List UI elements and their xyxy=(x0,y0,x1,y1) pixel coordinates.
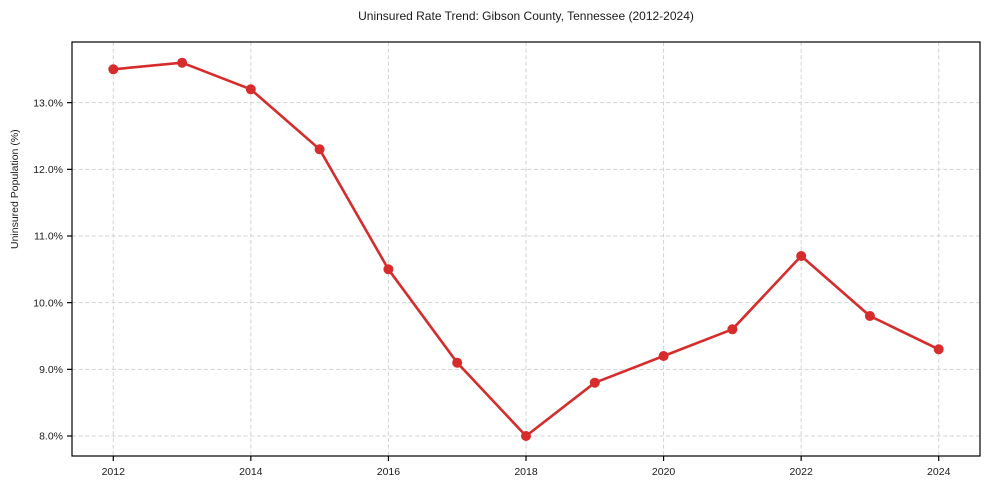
y-tick-label: 11.0% xyxy=(34,231,63,243)
data-point-2017 xyxy=(452,357,463,368)
y-tick-label: 13.0% xyxy=(33,97,63,109)
x-tick-label: 2024 xyxy=(927,466,951,478)
x-tick-label: 2022 xyxy=(789,466,813,478)
data-point-2016 xyxy=(383,264,394,275)
data-point-2022 xyxy=(796,251,807,261)
data-point-2013 xyxy=(177,57,188,68)
data-point-2018 xyxy=(521,431,531,441)
x-tick-label: 2018 xyxy=(514,466,538,478)
data-point-2020 xyxy=(658,351,669,361)
data-point-2015 xyxy=(314,144,325,155)
data-point-2021 xyxy=(727,324,738,335)
chart-title: Uninsured Rate Trend: Gibson County, Ten… xyxy=(358,9,694,23)
y-tick-label: 12.0% xyxy=(33,164,63,176)
data-point-2012 xyxy=(108,64,119,75)
x-tick-label: 2016 xyxy=(377,466,401,478)
y-tick-label: 9.0% xyxy=(39,364,63,376)
data-point-2014 xyxy=(245,84,256,95)
x-tick-label: 2014 xyxy=(239,466,263,478)
y-tick-label: 10.0% xyxy=(33,297,63,309)
y-tick-label: 8.0% xyxy=(39,431,63,443)
data-point-2024 xyxy=(933,344,944,355)
data-point-2023 xyxy=(864,311,875,321)
data-point-2019 xyxy=(589,377,600,388)
x-tick-label: 2020 xyxy=(652,466,676,478)
x-tick-label: 2012 xyxy=(102,466,126,478)
